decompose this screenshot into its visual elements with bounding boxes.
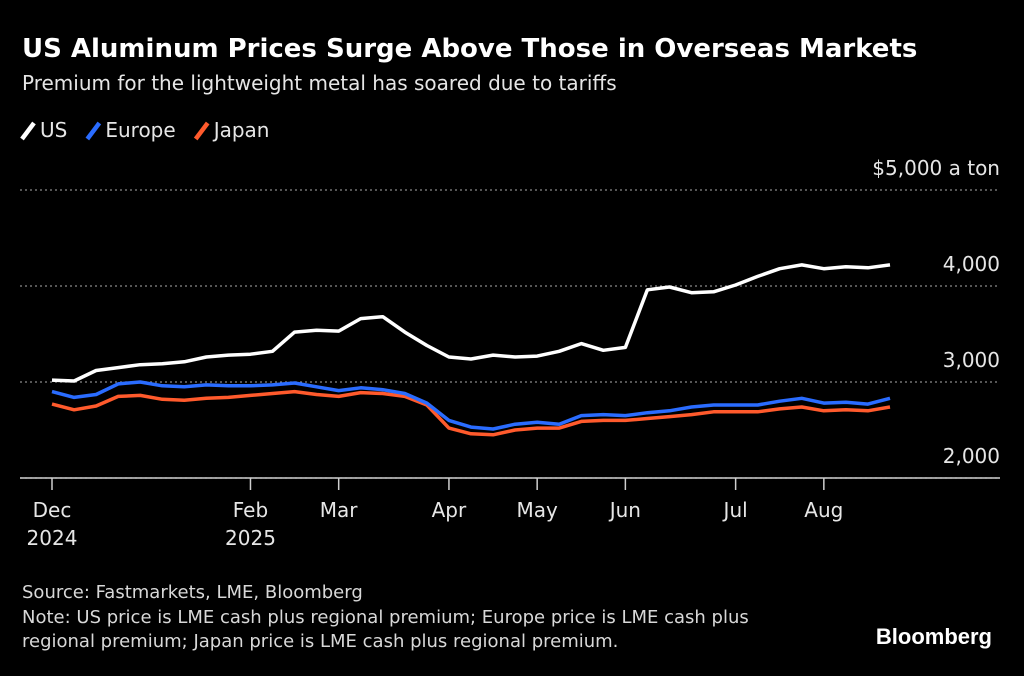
x-tick-label: Mar (319, 498, 358, 522)
legend-swatch (193, 121, 210, 141)
legend-swatch (20, 121, 36, 141)
x-tick-label: Jul (723, 498, 748, 522)
x-tick-label: Jun (609, 498, 641, 522)
y-tick-label: 4,000 (942, 252, 1000, 276)
brand: Bloomberg (875, 624, 992, 649)
y-tick-label: 2,000 (942, 444, 1000, 468)
chart-subtitle: Premium for the lightweight metal has so… (22, 71, 617, 95)
line-series (51, 263, 891, 383)
x-tick-label: May (516, 498, 558, 522)
y-tick-label: 3,000 (942, 348, 1000, 372)
legend-swatch (85, 121, 102, 141)
x-tick-label: Apr (431, 498, 467, 522)
legend-label: US (40, 118, 68, 142)
legend-label: Japan (213, 118, 270, 142)
chart-title: US Aluminum Prices Surge Above Those in … (22, 34, 918, 64)
x-tick-label: Feb 2025 (225, 498, 276, 550)
y-tick-label: $5,000 a ton (872, 156, 1000, 180)
note: Note: US price is LME cash plus regional… (22, 607, 749, 652)
x-tick-label: Dec 2024 (26, 498, 78, 550)
legend-label: Europe (105, 118, 176, 142)
line-series (51, 389, 891, 437)
source: Source: Fastmarkets, LME, Bloomberg (22, 582, 363, 603)
line-series (51, 380, 891, 431)
x-tick-label: Aug (804, 498, 844, 522)
